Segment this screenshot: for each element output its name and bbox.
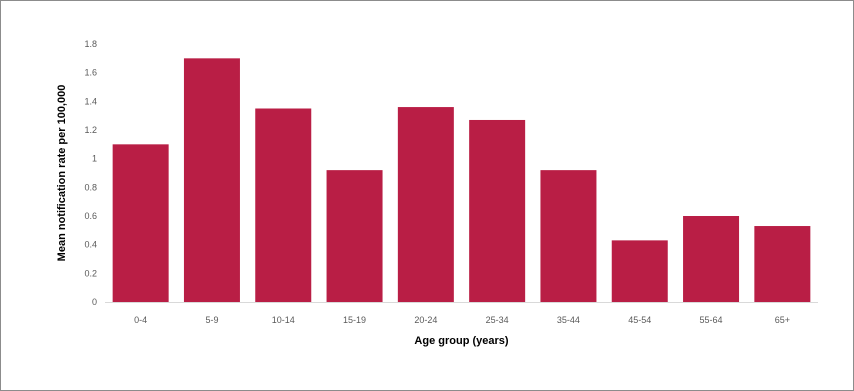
y-tick-label: 0.2 bbox=[84, 268, 97, 278]
x-tick-label: 45-54 bbox=[628, 315, 651, 325]
x-tick-label: 35-44 bbox=[557, 315, 580, 325]
bar-10-14 bbox=[255, 108, 312, 302]
x-tick-label: 5-9 bbox=[205, 315, 218, 325]
x-tick-label: 55-64 bbox=[700, 315, 723, 325]
y-tick-label: 1 bbox=[92, 154, 97, 164]
y-tick-label: 1.2 bbox=[84, 125, 97, 135]
x-axis-title: Age group (years) bbox=[414, 335, 508, 347]
x-tick-label: 25-34 bbox=[486, 315, 509, 325]
bar-25-34 bbox=[469, 119, 526, 302]
bar-20-24 bbox=[397, 107, 454, 302]
x-tick-label: 65+ bbox=[775, 315, 790, 325]
x-tick-label: 0-4 bbox=[134, 315, 147, 325]
y-tick-label: 1.8 bbox=[84, 39, 97, 49]
bar-55-64 bbox=[683, 216, 740, 302]
y-axis-ticks: 0 0.2 0.4 0.6 0.8 1 1.2 1.4 1.6 1.8 bbox=[84, 39, 97, 307]
y-axis-title: Mean notification rate per 100,000 bbox=[56, 85, 68, 262]
x-tick-label: 15-19 bbox=[343, 315, 366, 325]
y-tick-label: 0 bbox=[92, 297, 97, 307]
y-tick-label: 0.4 bbox=[84, 240, 97, 250]
y-tick-label: 0.6 bbox=[84, 211, 97, 221]
bars bbox=[112, 58, 811, 303]
bar-65+ bbox=[754, 226, 811, 302]
bar-5-9 bbox=[183, 58, 240, 303]
bar-0-4 bbox=[112, 144, 169, 302]
bar-35-44 bbox=[540, 170, 597, 302]
x-tick-label: 20-24 bbox=[414, 315, 437, 325]
y-tick-label: 0.8 bbox=[84, 182, 97, 192]
bar-15-19 bbox=[326, 170, 383, 302]
y-tick-label: 1.6 bbox=[84, 68, 97, 78]
y-tick-label: 1.4 bbox=[84, 96, 97, 106]
x-tick-label: 10-14 bbox=[272, 315, 295, 325]
x-axis-ticks: 0-4 5-9 10-14 15-19 20-24 25-34 35-44 45-54 55-6… bbox=[134, 315, 790, 325]
bar-45-54 bbox=[611, 240, 668, 302]
